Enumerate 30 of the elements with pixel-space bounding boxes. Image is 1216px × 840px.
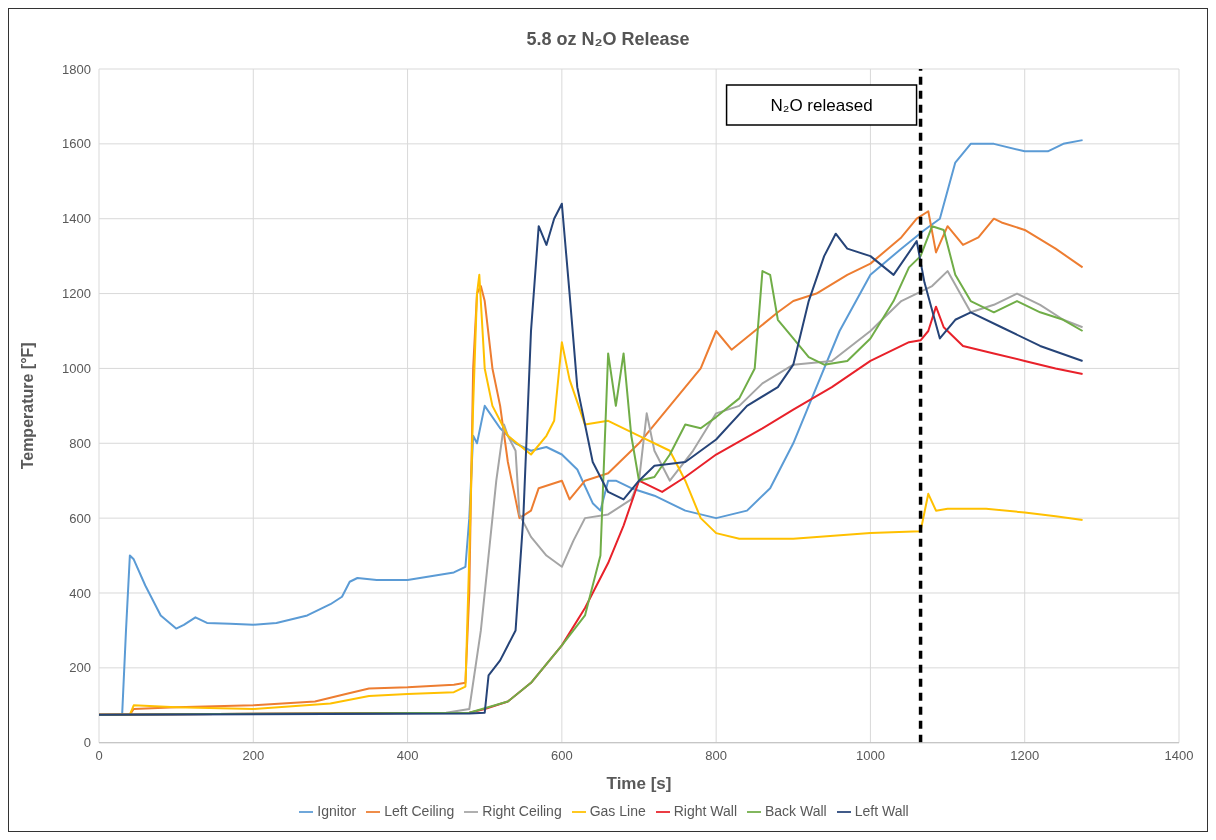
- y-tick-label: 1600: [62, 136, 91, 152]
- x-tick-label: 400: [396, 747, 419, 763]
- legend-label: Left Wall: [854, 802, 909, 819]
- legend-label: Gas Line: [589, 802, 646, 819]
- y-tick-label: 0: [83, 735, 91, 751]
- y-tick-label: 800: [69, 435, 91, 451]
- y-tick-label: 600: [69, 510, 91, 526]
- y-tick-label: 400: [69, 585, 91, 601]
- x-tick-label: 600: [551, 747, 573, 763]
- ref-line-label: N₂O released: [770, 96, 873, 115]
- x-tick-label: 1400: [1164, 747, 1194, 763]
- y-tick-label: 1000: [62, 361, 91, 377]
- legend-label: Left Ceiling: [384, 802, 455, 819]
- x-tick-label: 1200: [1010, 747, 1040, 763]
- legend-label: Back Wall: [765, 802, 827, 819]
- y-tick-label: 200: [69, 660, 91, 676]
- x-tick-label: 0: [95, 747, 103, 763]
- y-tick-label: 1800: [62, 61, 91, 77]
- chart-title: 5.8 oz N₂O Release: [525, 28, 691, 49]
- legend-label: Right Ceiling: [482, 802, 562, 819]
- y-tick-label: 1400: [62, 211, 91, 227]
- x-tick-label: 200: [242, 747, 265, 763]
- y-axis-title: Temperature [°F]: [18, 342, 36, 470]
- x-tick-label: 800: [705, 747, 727, 763]
- legend-label: Right Wall: [673, 802, 737, 819]
- callout-box: N₂O released: [725, 84, 918, 126]
- x-axis-title: Time [s]: [606, 773, 672, 793]
- y-tick-label: 1200: [62, 286, 91, 302]
- legend-label: Ignitor: [317, 802, 357, 819]
- x-tick-label: 1000: [855, 747, 885, 763]
